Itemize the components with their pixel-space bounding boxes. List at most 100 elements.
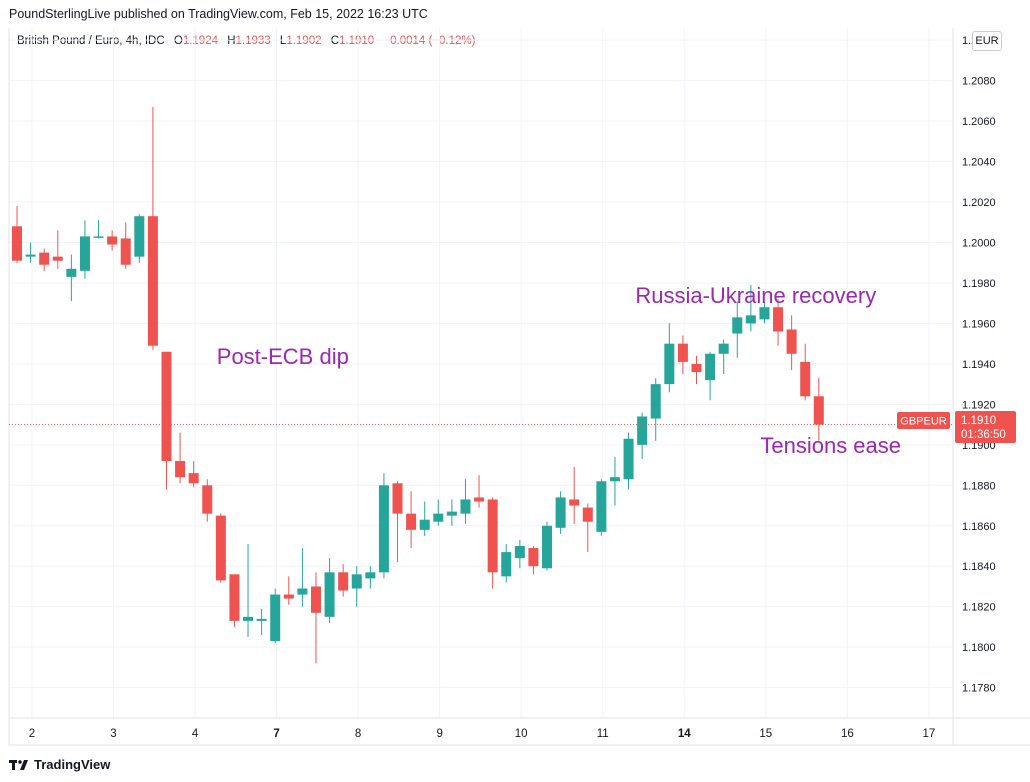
candle-body xyxy=(283,594,294,599)
legend-low-label: L xyxy=(279,35,287,47)
price-tag-bg xyxy=(955,411,1016,443)
candle xyxy=(229,574,240,627)
candle xyxy=(664,323,675,393)
candle xyxy=(134,214,145,263)
candle-body xyxy=(175,461,186,478)
candle-body xyxy=(677,343,688,362)
price-tick-label: 1.2000 xyxy=(962,237,996,249)
candle-body xyxy=(813,396,824,425)
legend-high-label: H xyxy=(227,35,236,47)
candle xyxy=(759,301,770,324)
time-tick-label: 2 xyxy=(29,728,35,740)
tradingview-footer[interactable]: TradingView xyxy=(9,757,110,772)
candle xyxy=(66,254,77,302)
candle-body xyxy=(215,515,226,581)
candle-body xyxy=(338,572,349,591)
candle-body xyxy=(664,343,675,385)
candle-body xyxy=(773,307,784,332)
publisher-header: PoundSterlingLive published on TradingVi… xyxy=(9,7,428,21)
candle xyxy=(718,339,729,375)
candle xyxy=(542,521,553,571)
price-tick-label: 1.2020 xyxy=(962,197,996,209)
candle xyxy=(107,230,118,251)
candle xyxy=(406,491,417,549)
candle-body xyxy=(270,594,281,642)
time-tick-label: 4 xyxy=(192,728,199,740)
symbol-legend: British Pound / Euro, 4h, IDC O1.1924 H1… xyxy=(17,35,475,47)
candle xyxy=(745,284,756,332)
candle xyxy=(79,220,90,279)
price-tick-label: 1.2040 xyxy=(962,157,996,169)
candle xyxy=(338,564,349,597)
candle xyxy=(310,572,321,664)
price-tick-label: 1.1960 xyxy=(962,318,996,330)
candle-body xyxy=(161,351,172,462)
candle xyxy=(501,543,512,583)
price-tick-label: 1.1920 xyxy=(962,399,996,411)
price-tick-label: 1.1820 xyxy=(962,602,996,614)
legend-high-value: 1.1933 xyxy=(235,35,271,47)
annotation-label: Post-ECB dip xyxy=(217,344,349,369)
chart-grid xyxy=(9,28,953,718)
time-tick-label: 10 xyxy=(515,728,528,740)
candle-body xyxy=(134,216,145,257)
price-axis-background xyxy=(953,28,1030,718)
annotation-label: Russia-Ukraine recovery xyxy=(635,283,876,308)
candle-body xyxy=(25,254,36,257)
candle xyxy=(487,497,498,589)
candle xyxy=(623,432,634,490)
candle-body xyxy=(351,574,362,589)
candle-body xyxy=(446,511,457,516)
candle-body xyxy=(66,268,77,277)
candle xyxy=(677,335,688,375)
candle xyxy=(188,461,199,488)
candle xyxy=(569,467,580,524)
candle xyxy=(650,378,661,441)
candle-body xyxy=(107,236,118,245)
candle xyxy=(39,248,50,271)
tradingview-brand-label: TradingView xyxy=(34,757,111,772)
candle xyxy=(270,588,281,644)
candle-body xyxy=(52,256,63,261)
price-tick-label: 1.1780 xyxy=(962,683,996,695)
currency-badge[interactable]: EUR xyxy=(972,31,1002,51)
candle-body xyxy=(243,616,254,621)
time-tick-label: 15 xyxy=(759,728,772,740)
candle-body xyxy=(406,513,417,530)
candle-body xyxy=(324,572,335,617)
candle-body xyxy=(120,238,131,265)
candle xyxy=(637,412,648,459)
candle-body xyxy=(569,499,580,506)
candle xyxy=(460,479,471,524)
candle-body xyxy=(392,483,403,514)
candle-body xyxy=(460,499,471,514)
candle xyxy=(691,355,702,385)
candle-body xyxy=(718,343,729,354)
candle xyxy=(446,499,457,526)
candle-body xyxy=(310,586,321,613)
time-tick-label: 7 xyxy=(273,728,279,740)
candle-body xyxy=(365,572,376,579)
candle-body xyxy=(501,552,512,577)
price-tick-label: 1.2060 xyxy=(962,116,996,128)
candle xyxy=(528,546,539,575)
candle-body xyxy=(229,574,240,621)
price-axis: 1.1780 1.1800 1.1820 1.1840 1.1860 1.1880 1.19… xyxy=(962,35,996,695)
price-tag-countdown: 01:36:50 xyxy=(961,429,1006,441)
candle xyxy=(93,220,104,239)
candle xyxy=(596,479,607,536)
annotations-layer: Post-ECB dip Russia-Ukraine recovery Tensi… xyxy=(217,283,901,458)
candle xyxy=(474,475,485,508)
candle-body xyxy=(745,315,756,324)
price-tick-label: 1.1840 xyxy=(962,561,996,573)
candle-body xyxy=(487,499,498,573)
legend-change: −0.0014 (−0.12%) xyxy=(383,35,476,47)
candle xyxy=(419,501,430,536)
legend-symbol: British Pound / Euro, 4h, IDC xyxy=(17,35,165,47)
candles-layer xyxy=(12,106,824,664)
price-tag-price: 1.1910 xyxy=(961,415,996,427)
symbol-tag-bg xyxy=(897,412,950,429)
candle-body xyxy=(528,548,539,567)
candle-body xyxy=(732,317,743,334)
